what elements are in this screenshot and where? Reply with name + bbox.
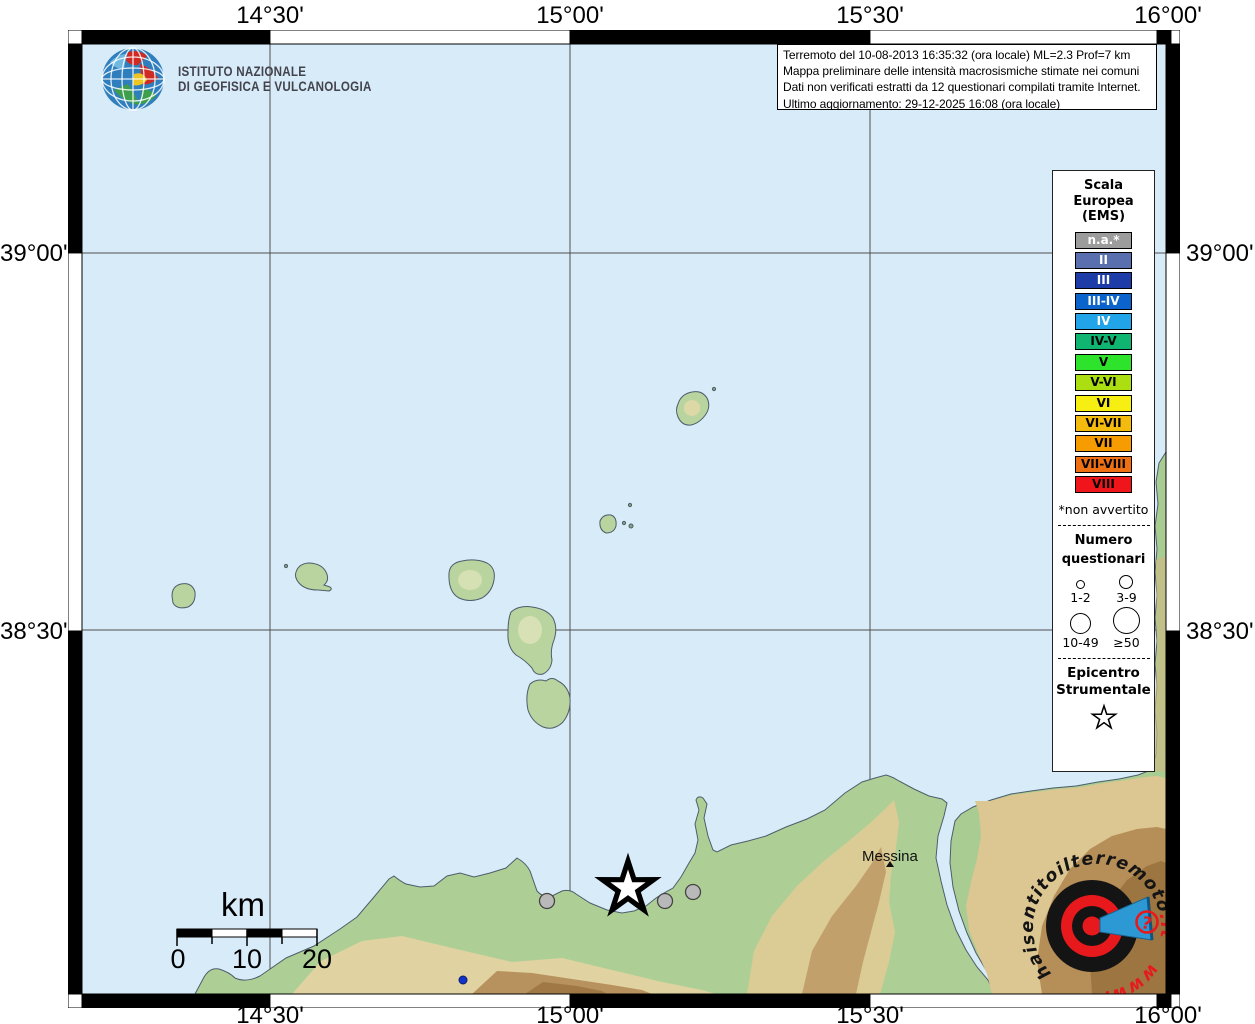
star-icon xyxy=(1089,703,1118,731)
ems-item-vii: VII xyxy=(1075,435,1132,453)
municipality-markers xyxy=(538,883,702,910)
size-label-50plus: ≥50 xyxy=(1113,635,1140,651)
axis-bottom-1500: 15°00' xyxy=(536,1002,604,1024)
size-label-1-2: 1-2 xyxy=(1070,590,1091,606)
ingv-name-line2: DI GEOFISICA E VULCANOLOGIA xyxy=(178,79,372,94)
logo-question-ring xyxy=(1135,910,1159,934)
legend-title-line1: Scala xyxy=(1083,178,1124,193)
info-line-data-source: Dati non verificati estratti da 12 quest… xyxy=(783,80,1141,95)
axis-bottom-1430: 14°30' xyxy=(236,1002,304,1024)
island-alicudi xyxy=(171,583,196,609)
ingv-name-line1: ISTITUTO NAZIONALE xyxy=(178,63,307,79)
island-panarea xyxy=(599,514,617,534)
islet xyxy=(628,523,634,529)
axis-top-1530: 15°30' xyxy=(836,2,904,29)
scale-bar: km 0 10 20 xyxy=(170,886,332,974)
ems-item-vi-vii: VI-VII xyxy=(1075,415,1132,433)
size-circle-10-49 xyxy=(1069,613,1091,635)
legend-footnote: *non avvertito xyxy=(1058,502,1149,518)
axis-top-1430: 14°30' xyxy=(236,2,304,29)
size-circle-50plus xyxy=(1113,607,1140,635)
ems-item-iii: III xyxy=(1075,272,1132,290)
info-line-event: Terremoto del 10-08-2013 16:35:32 (ora l… xyxy=(783,48,1131,62)
epicenter-title-line2: Strumentale xyxy=(1056,682,1151,699)
questionnaires-title-line2: questionari xyxy=(1061,552,1146,568)
scale-tick-10: 10 xyxy=(232,944,262,974)
info-line-updated: Ultimo aggiornamento: 29-12-2025 16:08 (… xyxy=(783,96,1061,110)
island-filicudi xyxy=(294,562,332,592)
municipality-circle xyxy=(656,892,674,910)
island-vulcano xyxy=(526,678,571,729)
ems-item-iv: IV xyxy=(1075,313,1132,331)
earthquake-info-box: Terremoto del 10-08-2013 16:35:32 (ora l… xyxy=(777,44,1157,110)
axis-top-1500: 15°00' xyxy=(536,2,604,29)
axis-bottom-1600: 16°00' xyxy=(1134,1002,1202,1024)
ems-item-na: n.a.* xyxy=(1075,231,1132,249)
size-circle-3-9 xyxy=(1119,575,1134,590)
ems-item-vi: VI xyxy=(1075,394,1132,412)
legend-title-line3: (EMS) xyxy=(1081,209,1126,224)
map-canvas: km 0 10 20 Messina xyxy=(68,30,1180,1008)
ems-scale-list: n.a.* II III III-IV IV IV-V V V-VI VI VI… xyxy=(1075,231,1132,494)
info-line-map-desc: Mappa preliminare delle intensità macros… xyxy=(783,64,1140,79)
axis-left-3830: 38°30' xyxy=(0,618,68,645)
frame-inner-border xyxy=(81,43,1167,995)
ems-item-iv-v: IV-V xyxy=(1075,333,1132,351)
size-label-3-9: 3-9 xyxy=(1116,590,1137,606)
legend-panel: Scala Europea (EMS) n.a.* II III III-IV … xyxy=(1052,170,1155,772)
graticule xyxy=(82,44,1166,994)
city-label: Messina xyxy=(862,848,919,865)
ems-item-iii-iv: III-IV xyxy=(1075,292,1132,310)
axis-right-3900: 39°00' xyxy=(1186,240,1254,267)
legend-title-line2: Europea xyxy=(1073,193,1134,209)
size-circle-1-2 xyxy=(1075,580,1085,590)
scale-tick-0: 0 xyxy=(170,944,185,974)
questionnaires-title-line1: Numero xyxy=(1074,533,1133,549)
city-label-group: Messina xyxy=(862,848,919,867)
logo-question-mark: ? xyxy=(1139,913,1153,935)
epicenter-star-key xyxy=(1089,703,1119,737)
islet xyxy=(627,502,633,508)
axis-right-3830: 38°30' xyxy=(1186,618,1254,645)
islet xyxy=(621,520,627,526)
size-label-10-49: 10-49 xyxy=(1062,635,1099,651)
municipality-circle xyxy=(684,883,702,901)
municipality-circle xyxy=(538,892,556,910)
ems-item-v: V xyxy=(1075,353,1132,371)
islet xyxy=(283,563,289,569)
ems-item-vii-viii: VII-VIII xyxy=(1075,455,1132,473)
axis-bottom-1530: 15°30' xyxy=(836,1002,904,1024)
scale-unit: km xyxy=(221,886,265,923)
scale-tick-20: 20 xyxy=(302,944,332,974)
axis-top-1600: 16°00' xyxy=(1134,2,1202,29)
ems-item-ii: II xyxy=(1075,251,1132,269)
epicenter-title-line1: Epicentro xyxy=(1067,665,1140,682)
municipality-dot-blue xyxy=(458,975,468,985)
ems-item-viii: VIII xyxy=(1075,476,1132,494)
islet-strombolicchio xyxy=(711,386,717,392)
city-marker xyxy=(886,861,894,867)
legend-divider xyxy=(1057,525,1150,527)
logo-bullseye-center xyxy=(1082,916,1102,936)
ingv-globe-icon xyxy=(101,47,165,111)
ems-item-v-vi: V-VI xyxy=(1075,374,1132,392)
questionnaire-size-key: 1-2 3-9 10-49 ≥50 xyxy=(1058,575,1150,650)
ingv-logo: ISTITUTO NAZIONALE DI GEOFISICA E VULCAN… xyxy=(100,46,403,112)
legend-divider xyxy=(1057,658,1150,660)
epicenter-star xyxy=(594,852,662,917)
map-frame xyxy=(68,30,1180,1008)
axis-left-3900: 39°00' xyxy=(0,240,68,267)
